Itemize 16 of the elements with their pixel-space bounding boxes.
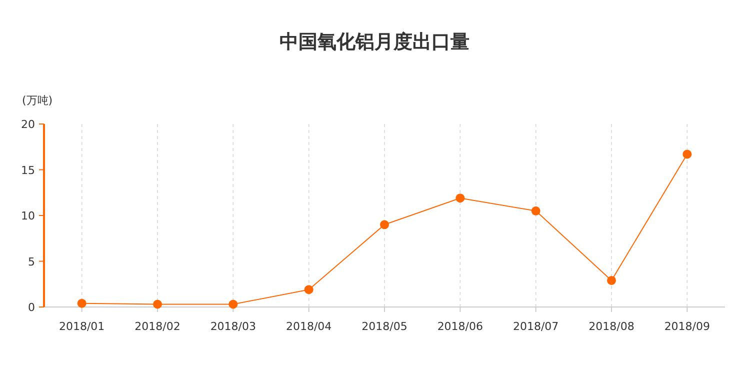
ylabel: (万吨) xyxy=(22,94,53,107)
xtick: 2018/04 xyxy=(286,320,332,333)
ytick: 20 xyxy=(21,118,35,131)
xtick: 2018/07 xyxy=(512,320,559,333)
xtick: 2018/02 xyxy=(134,320,180,333)
xtick: 2018/05 xyxy=(362,320,408,333)
xtick: 2018/01 xyxy=(58,320,105,333)
xtick: 2018/08 xyxy=(588,320,634,333)
ytick: 10 xyxy=(21,210,35,222)
xtick: 2018/06 xyxy=(437,320,484,333)
title: 中国氧化铝月度出口量 xyxy=(280,31,470,53)
ytick: 0 xyxy=(28,301,35,314)
ytick: 5 xyxy=(28,255,35,268)
xtick: 2018/09 xyxy=(664,320,710,333)
xtick: 2018/03 xyxy=(210,320,256,333)
ytick: 15 xyxy=(21,164,35,177)
